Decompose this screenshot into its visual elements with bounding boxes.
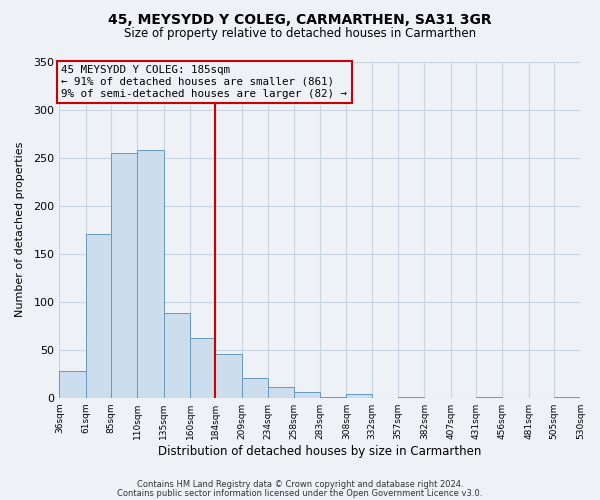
Text: Size of property relative to detached houses in Carmarthen: Size of property relative to detached ho… xyxy=(124,28,476,40)
Bar xyxy=(242,378,268,398)
X-axis label: Distribution of detached houses by size in Carmarthen: Distribution of detached houses by size … xyxy=(158,444,482,458)
Bar xyxy=(398,396,424,398)
Bar xyxy=(137,150,164,398)
Bar xyxy=(59,371,86,398)
Y-axis label: Number of detached properties: Number of detached properties xyxy=(15,142,25,318)
Text: 45, MEYSYDD Y COLEG, CARMARTHEN, SA31 3GR: 45, MEYSYDD Y COLEG, CARMARTHEN, SA31 3G… xyxy=(108,12,492,26)
Bar xyxy=(268,387,293,398)
Bar xyxy=(293,392,320,398)
Text: Contains HM Land Registry data © Crown copyright and database right 2024.: Contains HM Land Registry data © Crown c… xyxy=(137,480,463,489)
Text: Contains public sector information licensed under the Open Government Licence v3: Contains public sector information licen… xyxy=(118,488,482,498)
Bar xyxy=(320,396,346,398)
Bar xyxy=(111,153,137,398)
Bar xyxy=(215,354,242,398)
Bar xyxy=(554,396,581,398)
Bar xyxy=(164,313,190,398)
Bar xyxy=(190,338,215,398)
Bar xyxy=(86,234,111,398)
Text: 45 MEYSYDD Y COLEG: 185sqm
← 91% of detached houses are smaller (861)
9% of semi: 45 MEYSYDD Y COLEG: 185sqm ← 91% of deta… xyxy=(61,66,347,98)
Bar xyxy=(476,396,502,398)
Bar xyxy=(346,394,371,398)
